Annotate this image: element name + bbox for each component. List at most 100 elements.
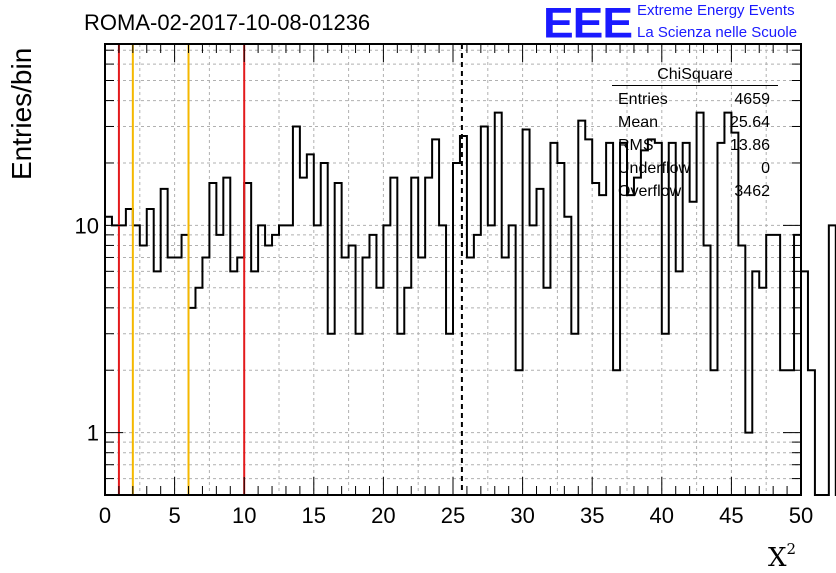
y-tick-label: 10 (75, 213, 99, 238)
histogram-bin (182, 235, 189, 495)
histogram-bin (216, 235, 223, 495)
histogram-bin (356, 334, 363, 495)
histogram-bin (202, 257, 209, 495)
histogram-bin (759, 288, 766, 495)
logo-line-2: La Scienza nelle Scuole (637, 24, 798, 41)
histogram-bin (133, 225, 140, 495)
stats-value: 3462 (734, 183, 770, 200)
histogram-bin (363, 257, 370, 495)
histogram-outline (104, 111, 836, 496)
histogram-bin (502, 257, 509, 495)
stats-value: 13.86 (729, 137, 770, 154)
histogram-bin (195, 288, 202, 495)
x-tick-label: 15 (302, 503, 326, 528)
histogram-bin (404, 288, 411, 495)
x-tick-label: 40 (650, 503, 674, 528)
histogram-bin (599, 195, 606, 495)
histogram-bin (446, 334, 453, 495)
x-tick-label: 50 (789, 503, 813, 528)
stats-title: ChiSquare (612, 66, 778, 86)
histogram-bin (154, 271, 161, 495)
histogram-bin (328, 334, 335, 495)
histogram-bin (523, 130, 530, 495)
stats-row-rms: RMS 13.86 (612, 134, 778, 157)
histogram-bin (307, 154, 314, 495)
x-tick-label: 5 (168, 503, 180, 528)
histogram-bin (175, 257, 182, 495)
x-tick-label: 10 (232, 503, 256, 528)
histogram-bin (397, 334, 404, 495)
histogram-bin (773, 235, 780, 495)
histogram-bin (766, 235, 773, 495)
histogram-bin (752, 271, 759, 495)
stats-row-entries: Entries 4659 (612, 88, 778, 111)
histogram-bin (251, 271, 258, 495)
histogram-bin (481, 126, 488, 495)
histogram-bin (829, 225, 836, 495)
histogram-bin (467, 257, 474, 495)
x-axis-label: X2 (768, 540, 796, 573)
histogram-bin (335, 183, 342, 495)
histogram-bin (314, 225, 321, 495)
stats-value: 4659 (734, 91, 770, 108)
histogram-bin (794, 235, 801, 495)
histogram-bin (258, 225, 265, 495)
histogram-bin (495, 113, 502, 495)
stats-row-overflow: Overflow 3462 (612, 180, 778, 203)
x-axis-label-base: X (768, 543, 787, 573)
histogram-bin (383, 225, 390, 495)
histogram-bin (453, 163, 460, 495)
histogram-bin (627, 195, 634, 495)
histogram-bin (571, 334, 578, 495)
histogram-bin (147, 209, 154, 495)
histogram-bin (543, 288, 550, 495)
x-tick-label: 0 (99, 503, 111, 528)
stats-value: 0 (761, 160, 770, 177)
x-tick-label: 20 (371, 503, 395, 528)
histogram-bin (474, 235, 481, 495)
histogram-bin (321, 163, 328, 495)
stats-box: ChiSquare Entries 4659 Mean 25.64 RMS 13.86… (612, 66, 778, 203)
y-tick-label: 1 (87, 421, 99, 446)
histogram-bin (439, 225, 446, 495)
histogram-bin (209, 183, 216, 495)
x-tick-label: 45 (719, 503, 743, 528)
axes: 0 5 10 15 20 25 30 35 40 45 50 1 10 (75, 43, 813, 528)
stats-value: 25.64 (729, 114, 770, 131)
histogram-bin (168, 257, 175, 495)
chart-title: ROMA-02-2017-10-08-01236 (84, 10, 371, 35)
stats-label: Overflow (618, 183, 682, 200)
histogram-bin (418, 257, 425, 495)
histogram-bin (279, 225, 286, 495)
histogram-bin (564, 217, 571, 495)
histogram-bin (592, 183, 599, 495)
histogram-bin (244, 183, 251, 495)
logo-line-1: Extreme Energy Events (637, 2, 795, 19)
histogram-bin (808, 370, 815, 495)
stats-label: Underflow (618, 160, 691, 177)
histogram-bin (105, 217, 112, 495)
stats-row-mean: Mean 25.64 (612, 111, 778, 134)
histogram-bin (272, 235, 279, 495)
stats-label: Entries (618, 91, 668, 108)
stats-label: Mean (618, 114, 659, 131)
stats-label: RMS (618, 137, 654, 154)
x-tick-label: 30 (510, 503, 534, 528)
histogram-bin (376, 288, 383, 495)
histogram-bin (237, 257, 244, 495)
x-tick-label: 25 (441, 503, 465, 528)
stats-row-underflow: Underflow 0 (612, 157, 778, 180)
reference-lines (117, 44, 463, 495)
histogram-bin (509, 225, 516, 495)
histogram-bin (293, 126, 300, 495)
histogram-bin (557, 163, 564, 495)
x-tick-label: 35 (580, 503, 604, 528)
histogram-bin (369, 235, 376, 495)
histogram-bin (488, 225, 495, 495)
histogram (104, 111, 836, 496)
histogram-bin (230, 271, 237, 495)
histogram-bin (119, 225, 126, 495)
histogram-bin (126, 209, 133, 495)
histogram-bin (189, 308, 196, 495)
